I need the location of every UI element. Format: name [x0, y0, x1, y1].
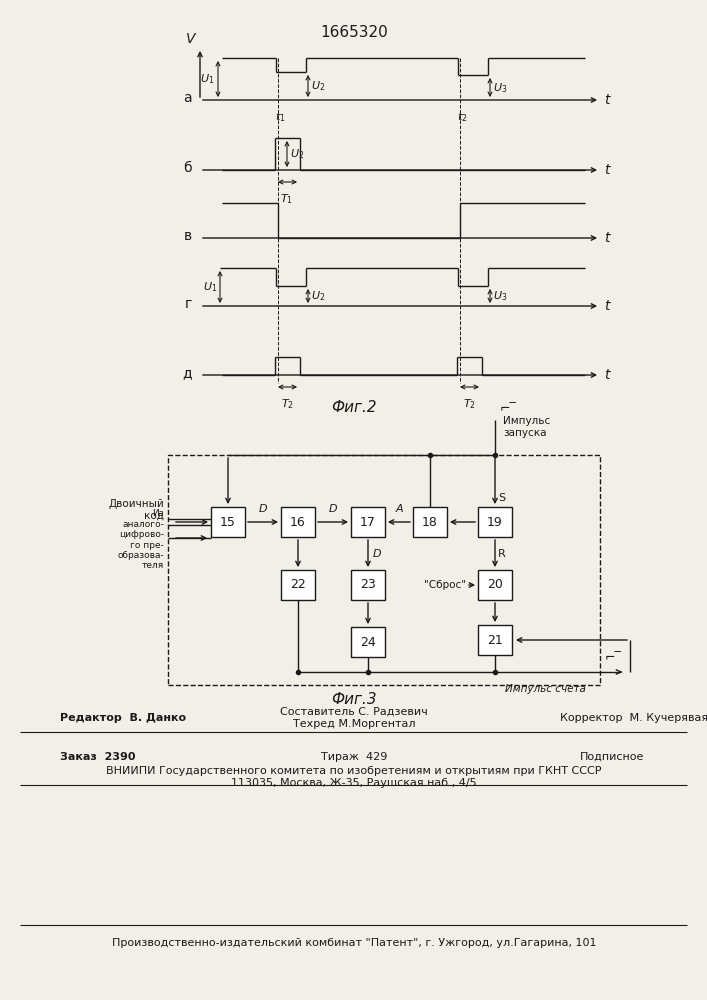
Text: t: t — [604, 368, 609, 382]
Text: Подписное: Подписное — [580, 752, 644, 762]
Text: Производственно-издательский комбинат "Патент", г. Ужгород, ул.Гагарина, 101: Производственно-издательский комбинат "П… — [112, 938, 596, 948]
Text: $U_3$: $U_3$ — [493, 81, 508, 95]
Text: Фиг.3: Фиг.3 — [331, 692, 377, 708]
Text: R: R — [498, 549, 506, 559]
Text: $U_2$: $U_2$ — [311, 289, 325, 303]
Text: б: б — [183, 161, 192, 175]
Bar — [211, 507, 245, 537]
Text: ⌐‾: ⌐‾ — [500, 402, 517, 415]
Text: 1665320: 1665320 — [320, 25, 388, 40]
Text: t: t — [604, 93, 609, 107]
Text: ВНИИПИ Государственного комитета по изобретениям и открытиям при ГКНТ СССР: ВНИИПИ Государственного комитета по изоб… — [106, 766, 602, 776]
Text: $T_2$: $T_2$ — [462, 397, 476, 411]
Text: $t_1$: $t_1$ — [275, 110, 286, 124]
Text: г: г — [185, 297, 192, 311]
Text: Двоичный
код: Двоичный код — [108, 499, 164, 521]
Text: 24: 24 — [360, 636, 376, 648]
Bar — [281, 507, 315, 537]
Text: $U_1$: $U_1$ — [203, 280, 217, 294]
Text: Редактор  В. Данко: Редактор В. Данко — [60, 713, 186, 723]
Text: д: д — [182, 366, 192, 380]
Text: Заказ  2390: Заказ 2390 — [60, 752, 136, 762]
Text: A: A — [395, 504, 403, 514]
Text: t: t — [604, 299, 609, 313]
Bar — [351, 627, 385, 657]
Text: $t_2$: $t_2$ — [457, 110, 467, 124]
Text: $T_1$: $T_1$ — [281, 192, 293, 206]
Text: 113035, Москва, Ж-35, Раушская наб., 4/5: 113035, Москва, Ж-35, Раушская наб., 4/5 — [231, 778, 477, 788]
Text: Из
аналого-
цифрово-
го пре-
образова-
теля: Из аналого- цифрово- го пре- образова- т… — [117, 510, 164, 570]
Text: а: а — [183, 91, 192, 105]
Text: Импульс счета: Импульс счета — [505, 684, 586, 694]
Text: Корректор  М. Кучерявая: Корректор М. Кучерявая — [560, 713, 707, 723]
Text: $U_2$: $U_2$ — [290, 147, 304, 161]
Bar — [478, 625, 512, 655]
Text: $T_2$: $T_2$ — [281, 397, 293, 411]
Text: 19: 19 — [487, 516, 503, 528]
Text: 17: 17 — [360, 516, 376, 528]
Bar — [351, 570, 385, 600]
Bar — [351, 507, 385, 537]
Text: 16: 16 — [290, 516, 306, 528]
Bar — [168, 455, 600, 685]
Text: Фиг.2: Фиг.2 — [331, 400, 377, 416]
Text: $U_2$: $U_2$ — [311, 79, 325, 93]
Text: "Сброс": "Сброс" — [424, 580, 466, 590]
Text: 21: 21 — [487, 634, 503, 647]
Bar — [413, 507, 447, 537]
Text: S: S — [498, 493, 505, 503]
Text: D: D — [329, 504, 337, 514]
Text: D: D — [259, 504, 267, 514]
Bar — [478, 570, 512, 600]
Text: V: V — [185, 32, 195, 46]
Text: 22: 22 — [290, 578, 306, 591]
Text: Тираж  429: Тираж 429 — [321, 752, 387, 762]
Text: D: D — [373, 549, 382, 559]
Text: t: t — [604, 163, 609, 177]
Text: Составитель С. Радзевич: Составитель С. Радзевич — [280, 707, 428, 717]
Text: 18: 18 — [422, 516, 438, 528]
Text: 23: 23 — [360, 578, 376, 591]
Text: ⌐‾: ⌐‾ — [605, 651, 621, 664]
Bar — [281, 570, 315, 600]
Text: в: в — [184, 229, 192, 243]
Text: Техред М.Моргентал: Техред М.Моргентал — [293, 719, 415, 729]
Text: t: t — [604, 231, 609, 245]
Text: $U_3$: $U_3$ — [493, 289, 508, 303]
Text: 15: 15 — [220, 516, 236, 528]
Text: Импульс
запуска: Импульс запуска — [503, 416, 550, 438]
Text: 20: 20 — [487, 578, 503, 591]
Text: $U_1$: $U_1$ — [199, 72, 214, 86]
Bar — [478, 507, 512, 537]
